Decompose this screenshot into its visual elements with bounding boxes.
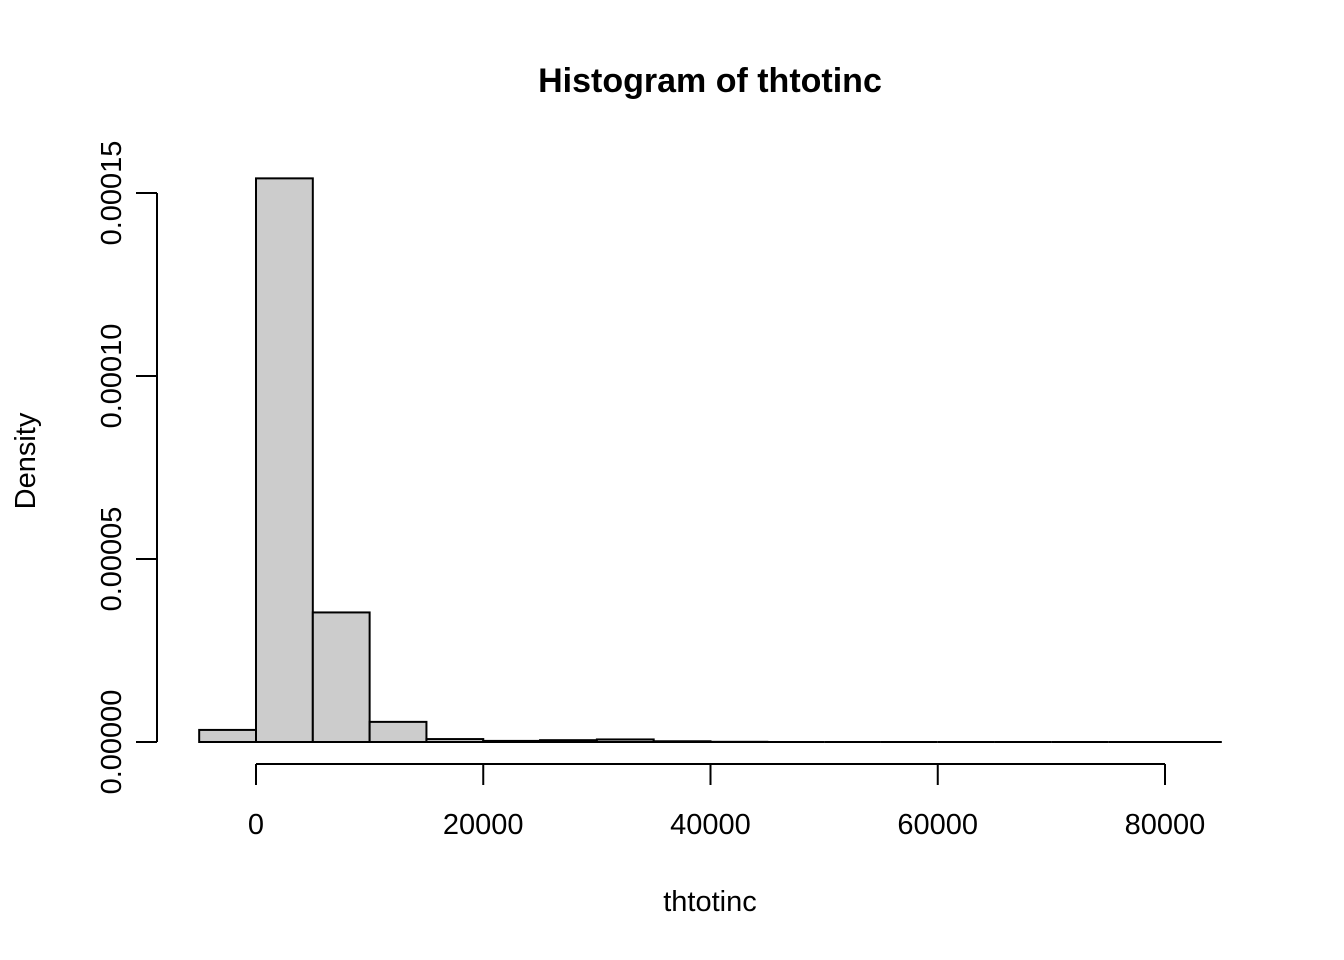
histogram-bar bbox=[482, 739, 542, 743]
x-tick-label: 60000 bbox=[897, 809, 978, 841]
histogram-bar bbox=[425, 738, 485, 744]
histogram-bar bbox=[311, 611, 371, 743]
histogram-bar bbox=[198, 728, 257, 743]
x-tick-label: 20000 bbox=[443, 809, 524, 841]
histogram-bar bbox=[595, 738, 655, 743]
y-axis: 0.00000 0.00005 0.00010 0.00015 bbox=[96, 141, 158, 795]
y-tick-label: 0.00015 bbox=[96, 141, 128, 246]
chart-title: Histogram of thtotinc bbox=[538, 62, 882, 100]
y-tick-label: 0.00010 bbox=[96, 324, 128, 429]
x-axis: 0 20000 40000 60000 80000 bbox=[248, 763, 1206, 841]
histogram-bar bbox=[368, 720, 428, 743]
x-axis-label: thtotinc bbox=[663, 886, 757, 918]
x-tick-label: 0 bbox=[248, 809, 264, 841]
bars-group bbox=[198, 177, 1222, 744]
histogram-bar bbox=[255, 177, 314, 744]
x-tick-label: 80000 bbox=[1125, 809, 1206, 841]
y-axis-label: Density bbox=[10, 412, 42, 509]
histogram-bar bbox=[539, 739, 598, 743]
x-tick-label: 40000 bbox=[670, 809, 751, 841]
y-tick-label: 0.00005 bbox=[96, 507, 128, 612]
histogram-bar bbox=[652, 740, 712, 744]
y-tick-label: 0.00000 bbox=[96, 690, 128, 795]
